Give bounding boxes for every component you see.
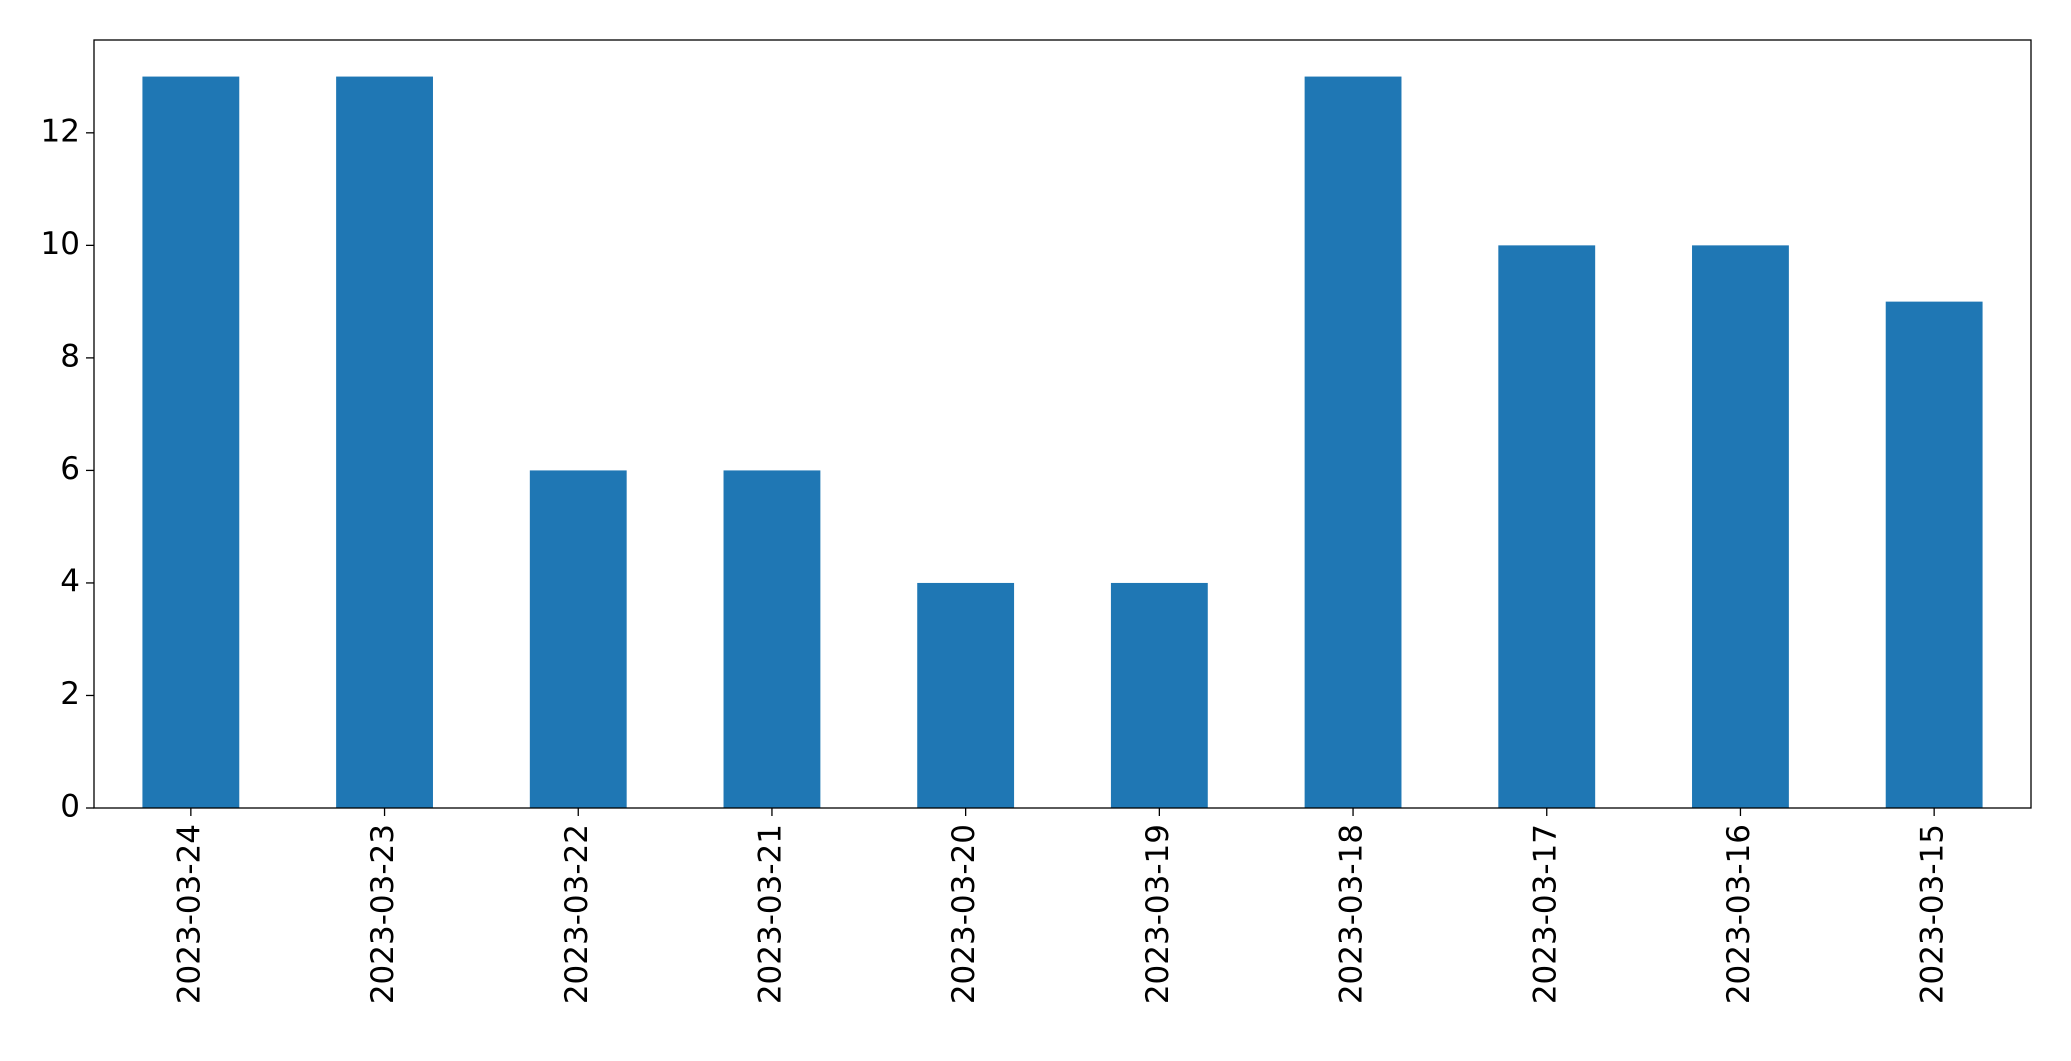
x-tick-label: 2023-03-21	[752, 824, 788, 1004]
y-tick-label: 4	[60, 563, 80, 599]
x-tick-label: 2023-03-24	[171, 824, 207, 1004]
bar	[529, 470, 627, 808]
bar	[1692, 245, 1789, 808]
x-tick-label: 2023-03-15	[1915, 824, 1951, 1004]
x-tick-label: 2023-03-19	[1140, 824, 1176, 1004]
x-tick-label: 2023-03-18	[1334, 824, 1370, 1004]
x-tick-label: 2023-03-20	[946, 824, 982, 1004]
bar	[1110, 582, 1208, 808]
bar	[1885, 301, 1983, 808]
bar	[1498, 245, 1596, 808]
x-tick-label: 2023-03-16	[1721, 824, 1757, 1004]
y-tick-label: 8	[60, 338, 80, 374]
bar	[917, 582, 1015, 808]
x-tick-label: 2023-03-23	[365, 824, 401, 1004]
y-tick-label: 0	[60, 789, 80, 825]
plot-frame	[93, 39, 2032, 809]
y-tick-label: 6	[60, 451, 80, 487]
y-tick-label: 10	[41, 226, 80, 262]
bar	[1304, 76, 1402, 809]
y-tick-label: 12	[41, 113, 80, 149]
bar	[336, 76, 433, 809]
y-tick-label: 2	[60, 676, 80, 712]
bar	[723, 470, 821, 808]
x-tick-label: 2023-03-22	[559, 824, 595, 1004]
x-tick-label: 2023-03-17	[1527, 824, 1563, 1004]
bar	[142, 76, 240, 809]
